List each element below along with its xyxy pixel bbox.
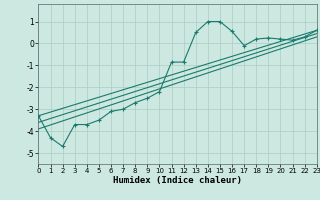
X-axis label: Humidex (Indice chaleur): Humidex (Indice chaleur) (113, 176, 242, 185)
